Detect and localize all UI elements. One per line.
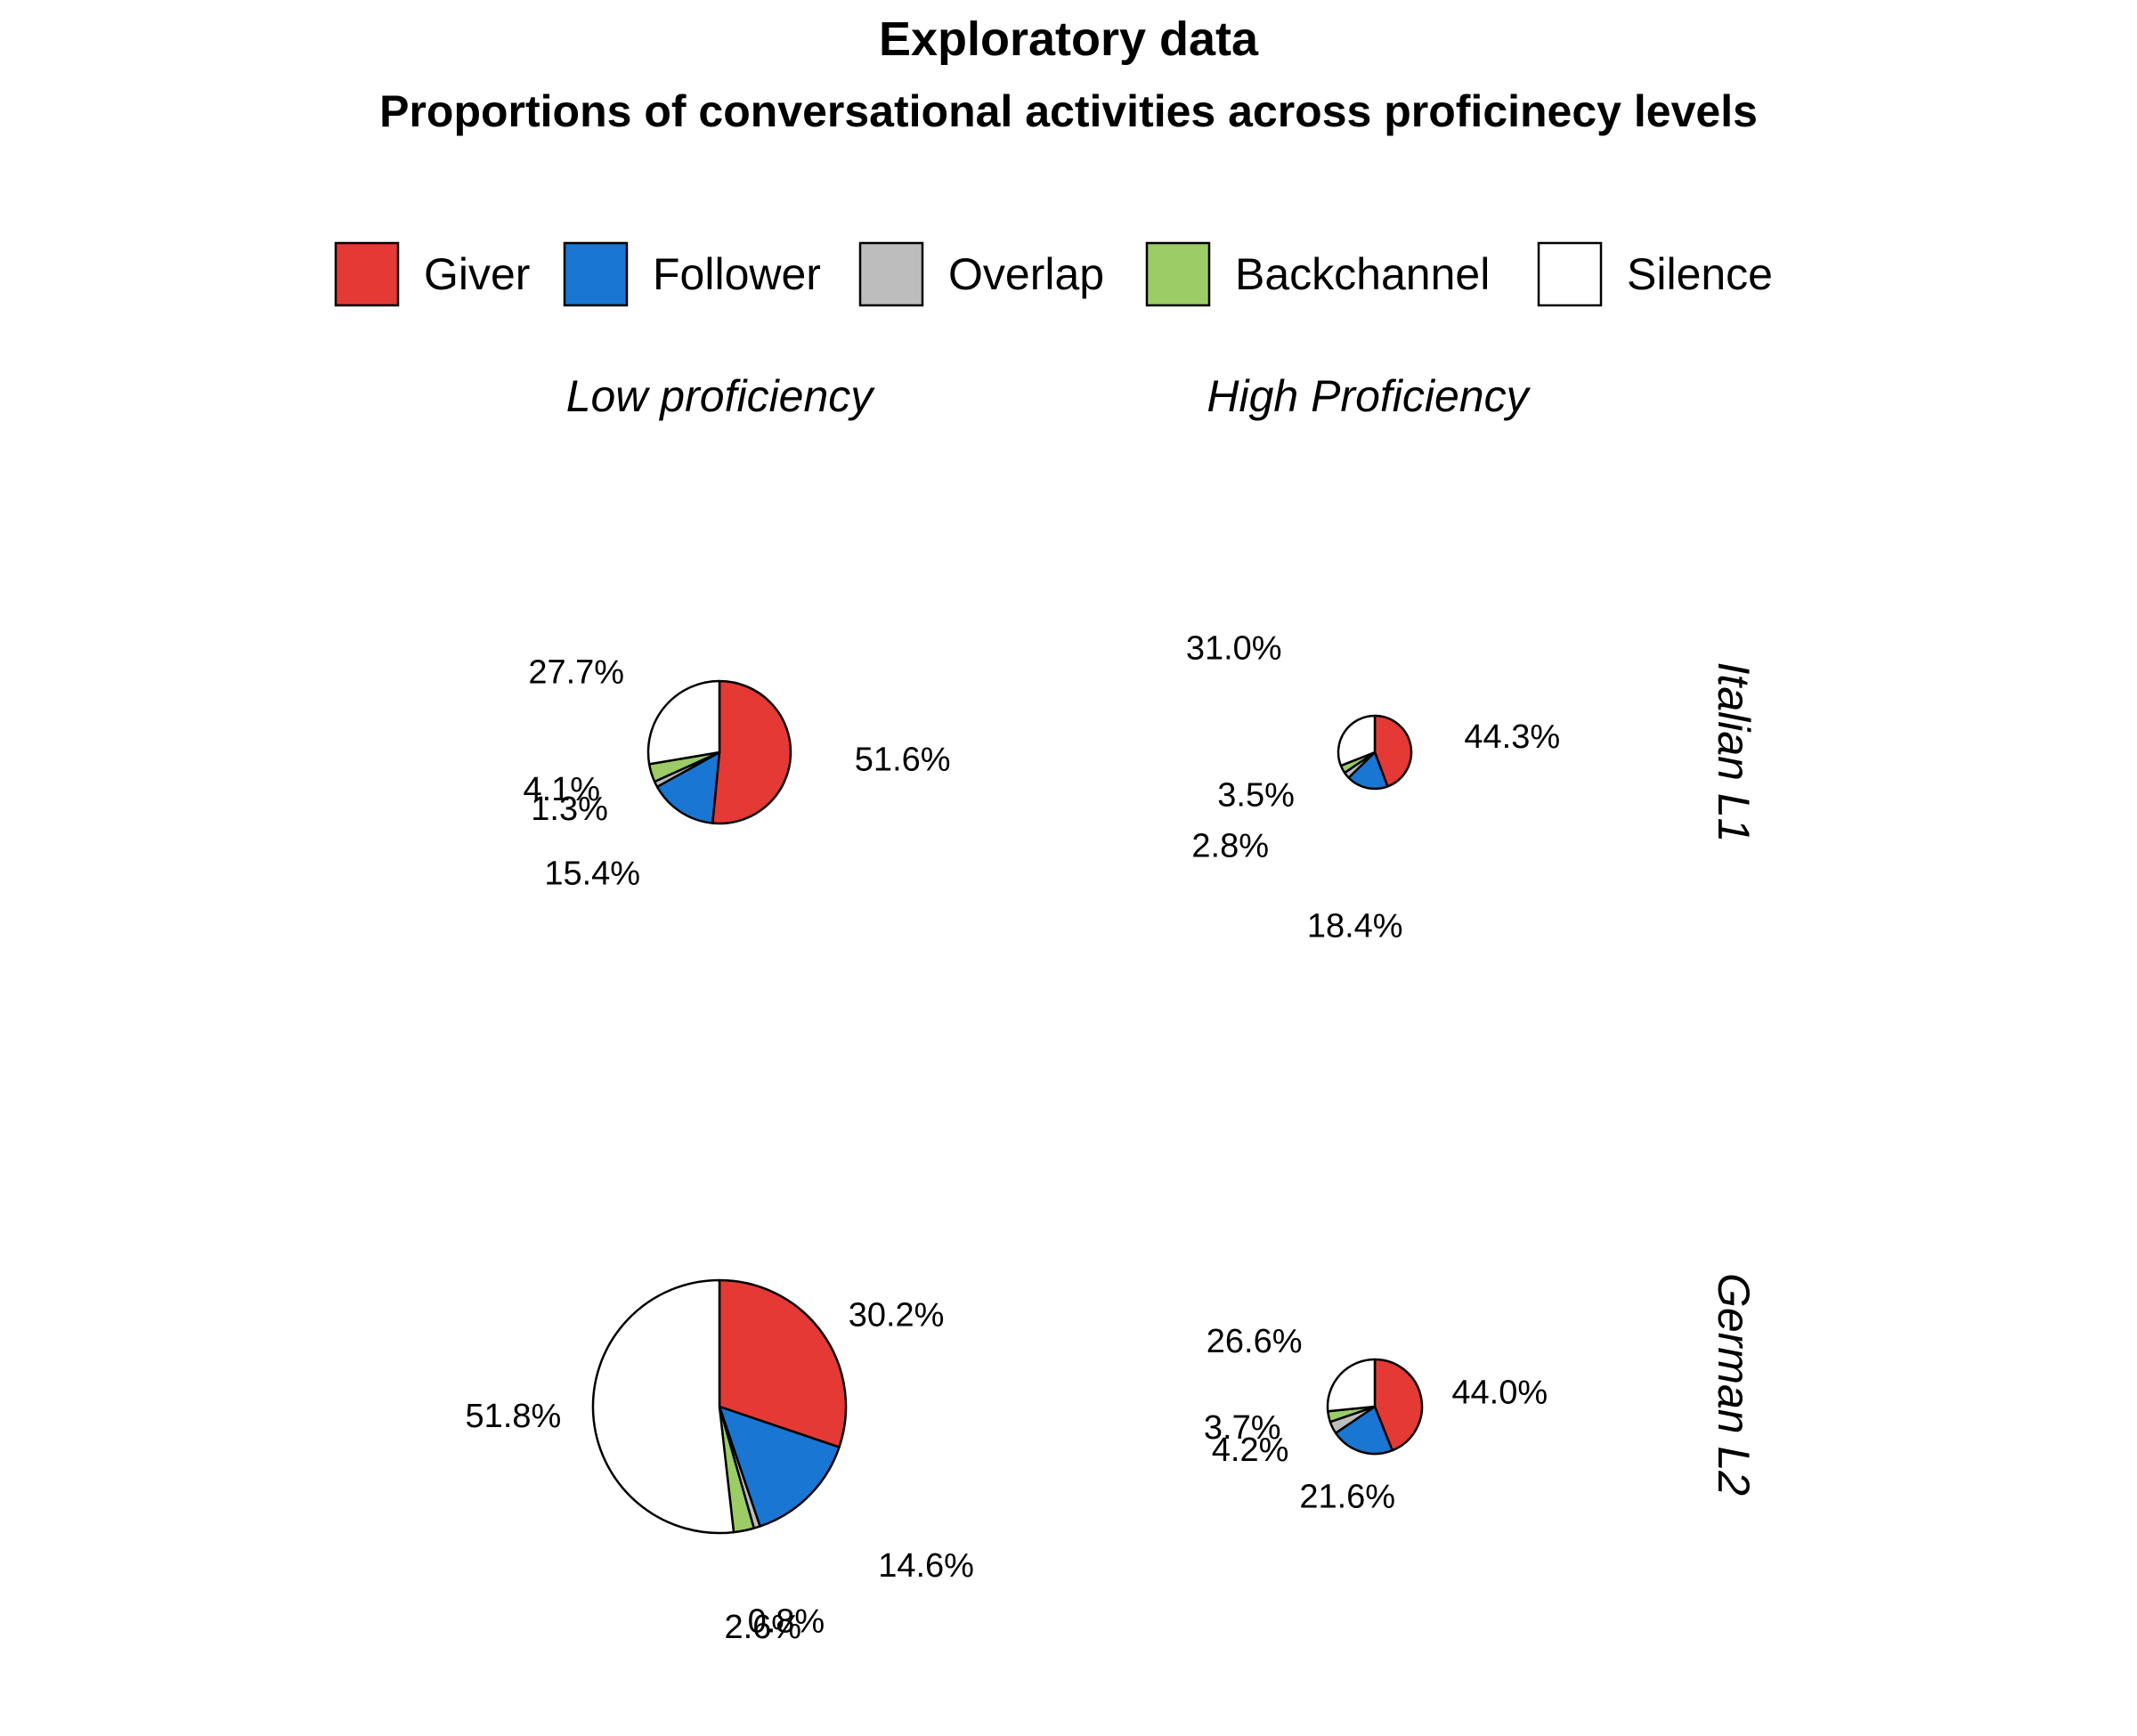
legend-label-giver: Giver (424, 249, 530, 299)
slice-label-backchannel: 3.5% (1217, 777, 1295, 815)
slice-label-giver: 44.3% (1464, 718, 1560, 756)
slice-follower (655, 750, 721, 824)
legend-label-follower: Follower (653, 249, 821, 299)
legend-label-overlap: Overlap (948, 249, 1104, 299)
slice-label-backchannel: 2.6% (724, 1609, 801, 1646)
slice-label-silence: 51.8% (466, 1398, 562, 1435)
slice-label-follower: 21.6% (1299, 1478, 1395, 1515)
pie-italian-l1-low: 51.6% 15.4% 1.3%4.1% 27.7% (523, 654, 950, 893)
chart-subtitle: Proportions of conversational activities… (379, 86, 1758, 136)
slice-label-backchannel: 3.7% (1204, 1409, 1281, 1447)
row-label-german: German L2 (1709, 1273, 1759, 1496)
slice-label-follower: 15.4% (544, 856, 640, 893)
slice-follower (718, 1405, 841, 1528)
slice-label-overlap: 0.8% (748, 1603, 825, 1641)
slice-label-overlap: 1.3% (531, 791, 608, 828)
slice-silence (1326, 1358, 1377, 1413)
slice-silence (1337, 714, 1377, 767)
slice-label-overlap: 2.8% (1191, 828, 1269, 865)
legend-key-silence (1537, 241, 1603, 307)
row-label-italian: Italian L1 (1709, 662, 1759, 843)
slice-follower (1334, 1405, 1394, 1456)
slice-silence (646, 679, 721, 766)
pie-panels: 51.6% 15.4% 1.3%4.1% 27.7% 44.3% 18.4% 2.8% 3.5… (466, 630, 1561, 1646)
slice-label-silence: 31.0% (1186, 630, 1282, 668)
column-label-high: High Proficiency (1207, 371, 1531, 421)
slice-giver (1373, 714, 1413, 788)
slice-label-giver: 30.2% (849, 1296, 945, 1334)
chart-title: Exploratory data (879, 12, 1259, 66)
legend-key-giver (334, 241, 400, 307)
slice-label-follower: 18.4% (1307, 908, 1403, 945)
slice-giver (1373, 1358, 1424, 1452)
legend-key-backchannel (1145, 241, 1211, 307)
slice-silence (591, 1278, 735, 1535)
slice-label-giver: 44.0% (1451, 1374, 1548, 1411)
legend: Giver Follower Overlap Backchannel Silence (334, 241, 1773, 307)
pie-italian-l1-high: 44.3% 18.4% 2.8% 3.5% 31.0% (1186, 630, 1560, 945)
slice-label-silence: 26.6% (1207, 1323, 1303, 1360)
column-label-low: Low proficiency (566, 371, 876, 421)
pie-german-l2-low: 30.2% 14.6% 0.8%2.6% 51.8% (466, 1278, 974, 1646)
slice-label-giver: 51.6% (855, 741, 951, 778)
slice-giver (718, 1278, 848, 1448)
legend-key-follower (563, 241, 629, 307)
legend-key-overlap (858, 241, 924, 307)
slice-label-silence: 27.7% (528, 654, 624, 692)
slice-label-follower: 14.6% (878, 1547, 974, 1585)
slice-label-backchannel: 4.1% (523, 771, 600, 808)
slice-giver (711, 679, 792, 825)
legend-label-silence: Silence (1627, 249, 1773, 299)
pie-german-l2-high: 44.0% 21.6% 4.2%3.7% 26.6% (1204, 1323, 1548, 1515)
legend-label-backchannel: Backchannel (1235, 249, 1490, 299)
slice-label-overlap: 4.2% (1212, 1432, 1289, 1469)
